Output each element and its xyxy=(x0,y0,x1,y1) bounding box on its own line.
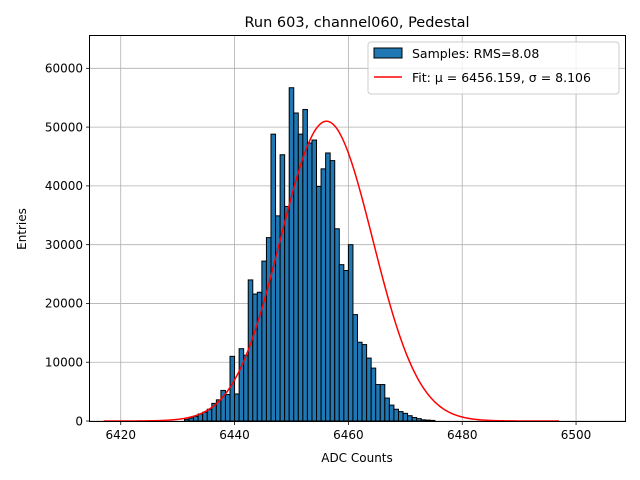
histogram-bar xyxy=(366,357,372,422)
histogram-bar xyxy=(284,205,290,422)
histogram-bar xyxy=(425,419,431,422)
x-tick-label: 6480 xyxy=(447,428,478,442)
x-axis-ticks: 6420 6440 6460 6480 6500 xyxy=(105,421,591,442)
histogram-bar xyxy=(297,133,304,422)
y-tick-label: 0 xyxy=(75,414,83,428)
histogram-bar xyxy=(206,408,213,422)
histogram-bar xyxy=(306,142,313,422)
histogram-bar xyxy=(270,133,277,422)
y-tick-label: 60000 xyxy=(45,62,83,76)
plot-frame xyxy=(89,35,626,422)
histogram-bar xyxy=(238,348,245,422)
histogram-bar xyxy=(234,393,240,422)
histogram-bar xyxy=(193,415,199,422)
x-tick-label: 6420 xyxy=(105,428,136,442)
histogram-bar xyxy=(183,418,190,422)
histogram-bar xyxy=(243,354,249,422)
y-tick-label: 30000 xyxy=(45,238,83,252)
chart-title: Run 603, channel060, Pedestal xyxy=(244,15,469,31)
histogram-bar xyxy=(397,411,404,422)
histogram-bar xyxy=(224,394,231,422)
histogram-bar xyxy=(347,244,354,422)
histogram-bar xyxy=(379,384,386,422)
histogram-bar xyxy=(229,355,236,422)
fit-curve xyxy=(103,120,559,422)
histogram-bar xyxy=(393,408,399,422)
histogram-bar xyxy=(293,112,299,422)
histogram-bar xyxy=(420,419,427,422)
y-tick-label: 40000 xyxy=(45,179,83,193)
legend: Samples: RMS=8.08 Fit: μ = 6456.159, σ =… xyxy=(367,41,620,95)
histogram-bar xyxy=(429,419,436,422)
x-tick-label: 6440 xyxy=(219,428,250,442)
histogram-bar xyxy=(411,416,418,422)
histogram-bar xyxy=(265,237,272,422)
y-axis-label: Entries xyxy=(15,208,29,250)
histogram-bars xyxy=(183,87,436,422)
histogram-bar xyxy=(188,417,195,422)
y-axis-ticks: 0 10000 20000 30000 40000 50000 60000 xyxy=(45,62,90,428)
x-tick-label: 6460 xyxy=(333,428,364,442)
histogram-bar xyxy=(252,293,258,422)
histogram-bar xyxy=(261,260,267,422)
histogram-bar xyxy=(407,415,413,422)
y-tick-label: 20000 xyxy=(45,297,83,311)
histogram-bar xyxy=(352,314,358,422)
histogram-bar xyxy=(202,411,208,422)
histogram-bar xyxy=(329,160,336,422)
fit-curve-group xyxy=(103,120,559,422)
histogram-bar xyxy=(402,412,409,422)
histogram-bar xyxy=(288,87,295,422)
histogram-bar xyxy=(384,397,390,422)
histogram-bar xyxy=(320,168,327,422)
histogram-bar xyxy=(247,279,254,422)
histogram-bar xyxy=(311,139,318,422)
histogram-bar xyxy=(338,264,345,422)
histogram-bar xyxy=(279,154,286,422)
x-axis-label: ADC Counts xyxy=(321,451,393,465)
y-tick-label: 50000 xyxy=(45,120,83,134)
histogram-bar xyxy=(325,152,331,422)
histogram-bar xyxy=(416,418,422,422)
histogram-bar xyxy=(316,185,322,422)
y-tick-label: 10000 xyxy=(45,356,83,370)
histogram-bar xyxy=(370,367,377,422)
legend-label-fit: Fit: μ = 6456.159, σ = 8.106 xyxy=(412,70,591,85)
histogram-bar xyxy=(357,341,363,422)
x-tick-label: 6500 xyxy=(561,428,592,442)
legend-label-samples: Samples: RMS=8.08 xyxy=(412,46,539,61)
legend-swatch-samples xyxy=(373,47,403,59)
histogram-bar xyxy=(388,404,395,422)
histogram-bar xyxy=(361,344,368,422)
histogram-bar xyxy=(343,270,349,422)
legend-frame xyxy=(367,41,620,95)
histogram-bar xyxy=(334,228,340,422)
histogram-bar xyxy=(375,384,381,422)
